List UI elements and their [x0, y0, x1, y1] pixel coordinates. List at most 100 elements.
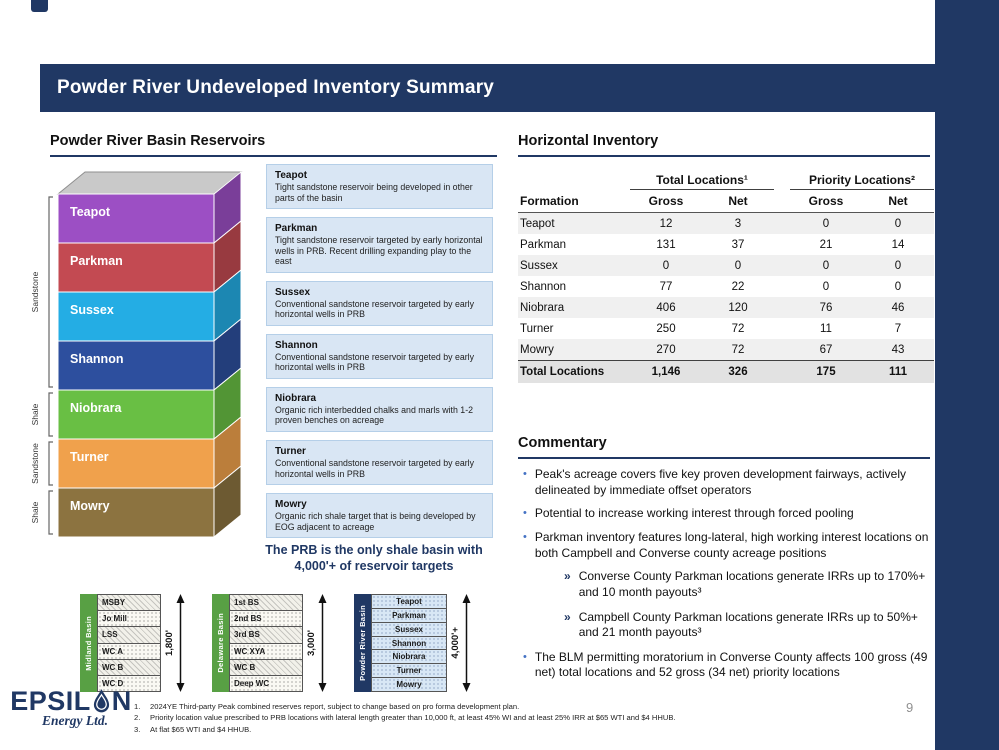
formation-cell: Turner	[520, 322, 554, 335]
thickness-label: 3,000'	[306, 629, 317, 657]
formation-cell: Parkman	[520, 238, 567, 251]
bullet-text: Converse County Parkman locations genera…	[578, 569, 926, 599]
value-cell: 0	[894, 280, 902, 293]
basin-row: Parkman	[371, 608, 447, 623]
commentary-bullet: • Parkman inventory features long-lateral…	[518, 530, 938, 561]
droplet-icon	[93, 689, 109, 713]
callout-text: Tight sandstone reservoir being develope…	[275, 182, 473, 203]
epsilon-wordmark: EPSIL N	[6, 686, 136, 717]
logo-subtext: Energy Ltd.	[42, 713, 108, 728]
basin-row: Shannon	[371, 636, 447, 651]
reservoirs-heading: Powder River Basin Reservoirs	[50, 133, 497, 157]
callout-title: Mowry	[275, 499, 307, 511]
formation-cell: Teapot	[520, 217, 555, 230]
basin-label: Delaware Basin	[212, 594, 229, 692]
callout-text: Conventional sandstone reservoir targete…	[275, 298, 475, 320]
basin-row: 3rd BS	[229, 627, 303, 644]
value-cell: 1,146	[630, 360, 702, 383]
basin-rows: Teapot Parkman Sussex Shannon Niobrara Turner…	[371, 594, 447, 693]
callout-parkman: Parkman Tight sandstone reservoir targete…	[266, 217, 493, 273]
callout-text: Organic rich interbedded chalks and marl…	[275, 404, 474, 426]
bullet-chevron: »	[564, 569, 571, 584]
svg-text:Shannon: Shannon	[70, 352, 123, 366]
value-cell: 46	[891, 301, 905, 314]
value-cell: 0	[734, 259, 742, 272]
svg-text:Shale: Shale	[30, 403, 40, 425]
value-cell: 37	[731, 238, 745, 251]
slide-title: Powder River Undeveloped Inventory Summa…	[57, 77, 495, 98]
bullet-text: Peak's acreage covers five key proven de…	[534, 467, 906, 497]
bullet-text: Potential to increase working interest t…	[534, 506, 854, 521]
bullet-text: Parkman inventory features long-lateral,…	[534, 530, 929, 560]
callout-title: Sussex	[275, 286, 311, 298]
spacer-cell	[774, 213, 790, 235]
callout-shannon: Shannon Conventional sandstone reservoir …	[266, 333, 493, 379]
updown-arrow-icon	[462, 594, 471, 692]
value-cell: 67	[819, 343, 833, 356]
basin-rows: MSBY Jo Mill LSS WC A WC B WC D	[97, 594, 161, 693]
value-cell: 0	[894, 217, 902, 230]
epsilon-logo: EPSIL N Energy Ltd.	[6, 686, 136, 729]
value-cell: 0	[894, 259, 902, 272]
basin-column-2: Delaware Basin 1st BS 2nd BS 3rd BS WC XYA WC…	[212, 594, 328, 693]
callout-turner: Turner Conventional sandstone reservoir t…	[266, 440, 493, 486]
inventory-row: Shannon 77 22 0 0	[518, 276, 934, 297]
footnote-2: 2. Priority location value prescribed to …	[134, 712, 874, 723]
formation-cell: Mowry	[520, 343, 554, 356]
svg-text:Sandstone: Sandstone	[30, 443, 40, 484]
col-formation: Formation	[518, 189, 630, 213]
svg-text:Parkman: Parkman	[70, 254, 123, 268]
col-net-priority: Net	[862, 189, 935, 213]
value-cell: 0	[822, 217, 830, 230]
callout-niobrara: Niobrara Organic rich interbedded chalks …	[266, 386, 493, 433]
bullet-text: Campbell County Parkman locations genera…	[578, 609, 918, 640]
formation-cell: Niobrara	[520, 301, 565, 314]
inventory-table: Total Locations¹ Priority Locations² For…	[518, 170, 935, 383]
spacer-cell	[774, 360, 790, 383]
callout-teapot: Teapot Tight sandstone reservoir being de…	[266, 164, 493, 210]
value-cell: 406	[656, 301, 676, 314]
basin-row: Teapot	[371, 594, 447, 609]
basin-row: WC A	[97, 643, 161, 660]
svg-text:Sandstone: Sandstone	[30, 271, 40, 312]
commentary-bullet: • Potential to increase working interest …	[518, 506, 938, 522]
svg-text:Mowry: Mowry	[70, 499, 110, 513]
value-cell: 175	[790, 360, 862, 383]
callout-mowry: Mowry Organic rich shale target that is b…	[266, 493, 493, 539]
callout-title: Teapot	[275, 170, 308, 181]
value-cell: 326	[702, 360, 774, 383]
basin-row: Mowry	[371, 678, 447, 693]
col-gross-total: Gross	[630, 189, 702, 213]
value-cell: 22	[731, 280, 745, 293]
basin-row: MSBY	[97, 594, 161, 612]
value-cell: 7	[894, 322, 902, 335]
value-cell: 21	[819, 238, 833, 251]
basin-row: Jo Mill	[97, 611, 161, 628]
column-header-row: Formation Gross Net Gross Net	[518, 189, 935, 213]
value-cell: 131	[656, 238, 676, 251]
value-cell: 0	[822, 259, 830, 272]
spacer-cell	[774, 339, 790, 361]
svg-text:Turner: Turner	[70, 450, 109, 464]
inventory-total-row: Total Locations 1,146 326 175 111	[518, 360, 935, 383]
commentary-sub-bullet: » Campbell County Parkman locations gener…	[518, 610, 938, 641]
value-cell: 76	[819, 301, 833, 314]
formation-cell: Shannon	[520, 280, 567, 293]
priority-locations-header: Priority Locations²	[790, 170, 935, 190]
basin-row: WC B	[97, 659, 161, 676]
basin-row: Niobrara	[371, 650, 447, 665]
spacer-cell	[774, 276, 790, 297]
svg-text:Teapot: Teapot	[70, 205, 111, 219]
commentary-bullet: • The BLM permitting moratorium in Conver…	[518, 650, 938, 681]
spacer-cell	[774, 297, 790, 318]
footnote-number: 1.	[134, 702, 141, 711]
svg-text:Sussex: Sussex	[70, 303, 114, 317]
basin-row: WC XYA	[229, 643, 303, 660]
column-gap	[774, 170, 790, 190]
reservoir-callouts: Teapot Tight sandstone reservoir being de…	[266, 164, 493, 539]
bullet-dot: •	[523, 531, 527, 544]
spacer-cell	[774, 318, 790, 339]
